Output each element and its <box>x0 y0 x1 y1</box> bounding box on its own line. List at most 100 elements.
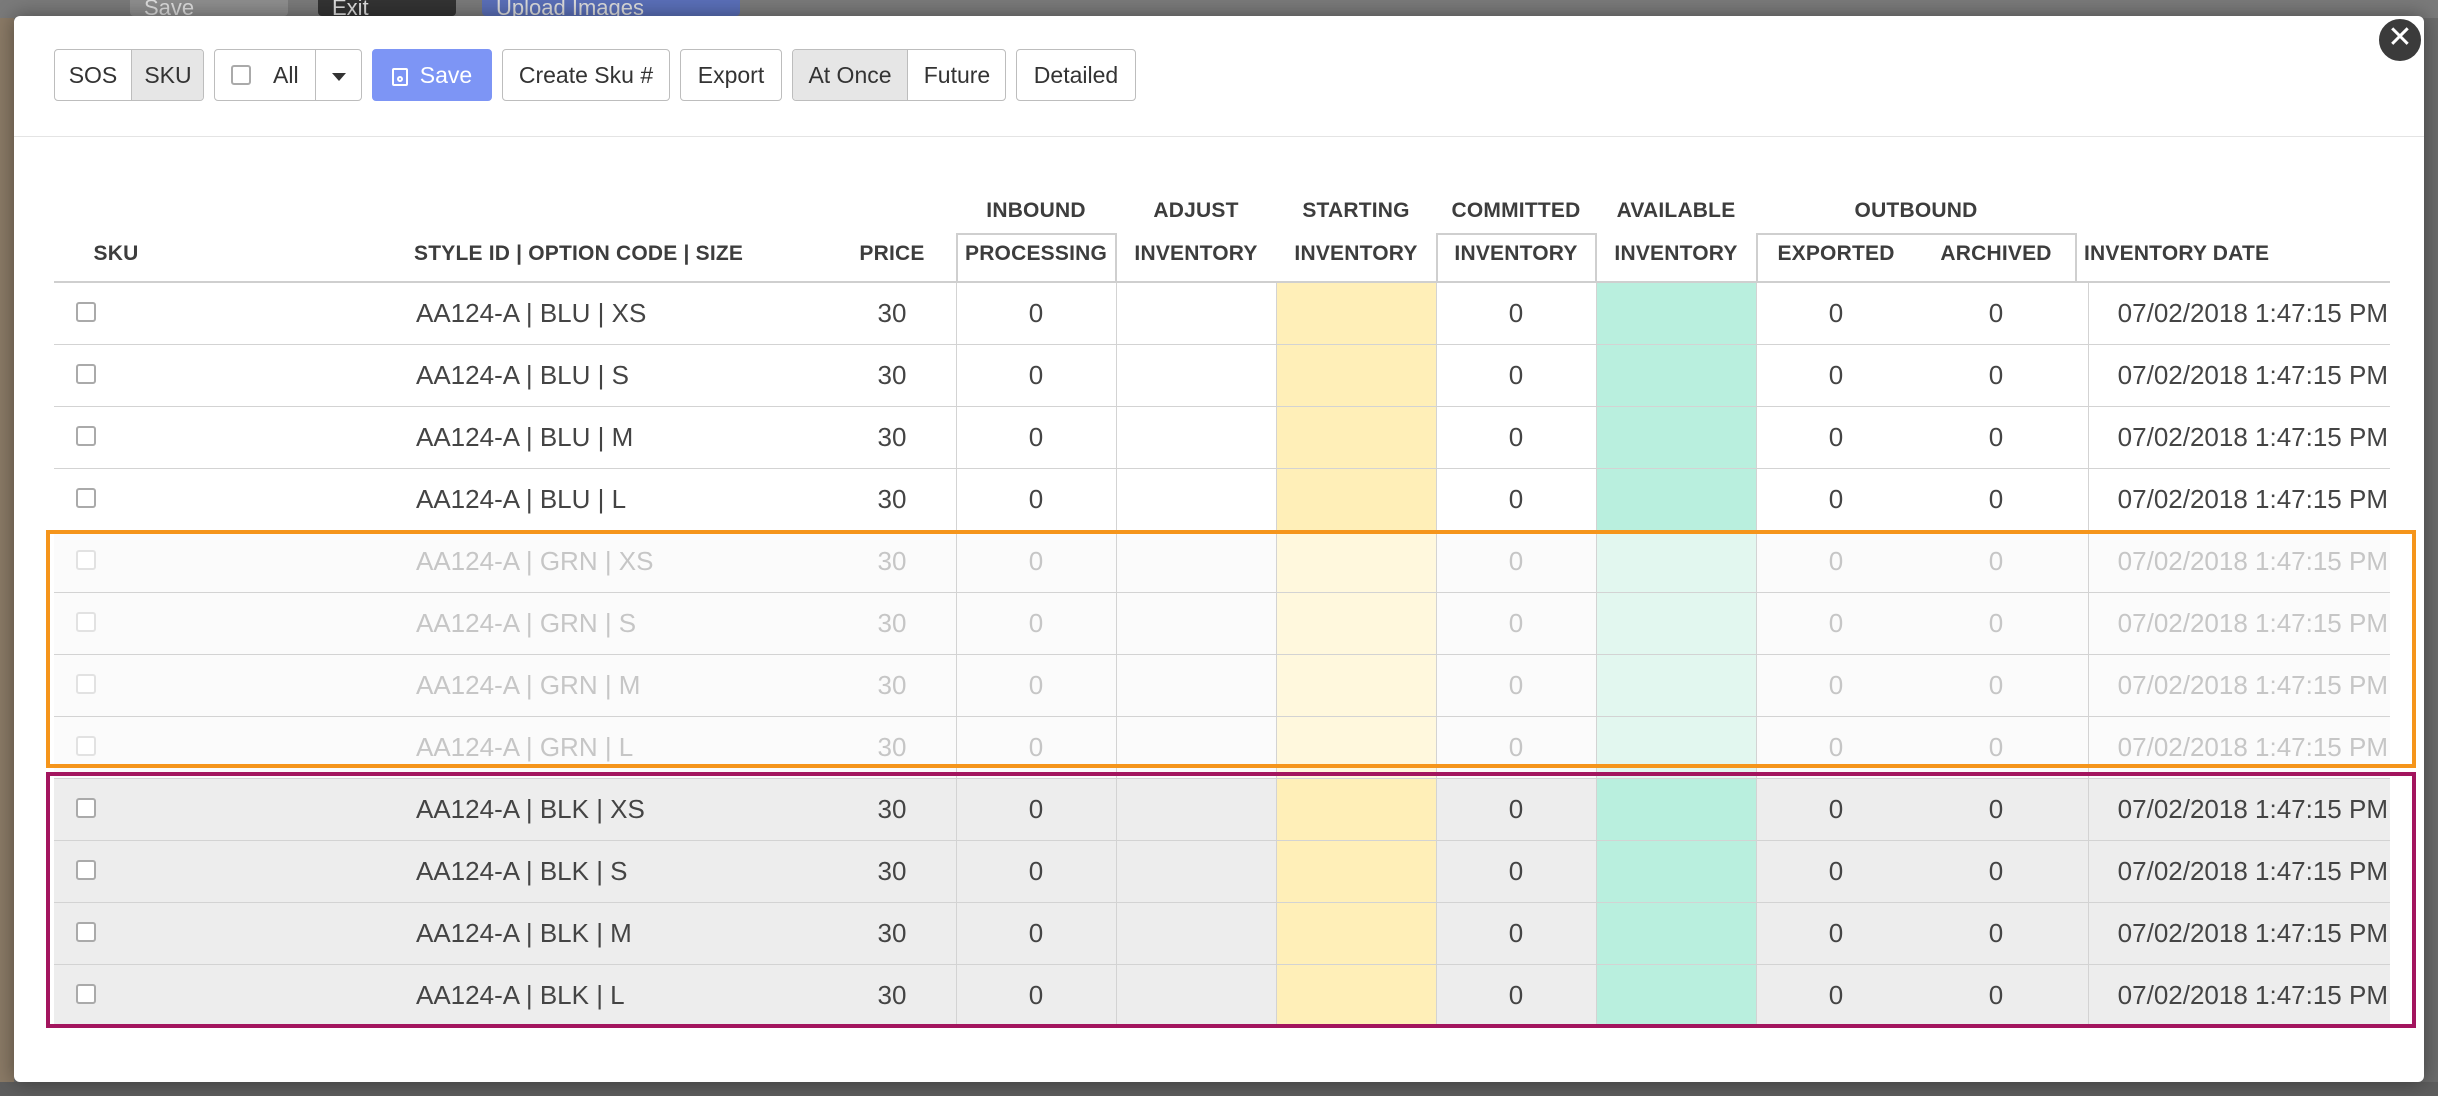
starting-inventory-cell[interactable] <box>1276 655 1436 716</box>
price-cell: 30 <box>877 360 907 390</box>
starting-inventory-cell[interactable] <box>1276 779 1436 840</box>
inventory-date-cell: 07/02/2018 1:47:15 PM <box>2117 856 2388 886</box>
table-row[interactable]: AA124-A | BLU | L 30 0 0 0 0 07/02/2018 1:47:1… <box>54 469 2390 531</box>
archived-cell: 0 <box>1988 670 2004 700</box>
table-row[interactable]: AA124-A | GRN | S 30 0 0 0 0 07/02/2018 1:47:1… <box>54 593 2390 655</box>
adjust-inventory-cell[interactable] <box>1116 841 1276 902</box>
adjust-inventory-cell[interactable] <box>1116 531 1276 592</box>
adjust-inventory-cell[interactable] <box>1116 469 1276 530</box>
table-row[interactable]: AA124-A | GRN | L 30 0 0 0 0 07/02/2018 1:47:1… <box>54 717 2390 779</box>
table-header: SKU STYLE ID | OPTION CODE | SIZE PRICE … <box>54 171 2390 283</box>
row-checkbox[interactable] <box>76 364 96 384</box>
processing-cell: 0 <box>1028 670 1044 700</box>
row-checkbox[interactable] <box>76 736 96 756</box>
processing-cell: 0 <box>1028 484 1044 514</box>
available-inventory-cell <box>1596 841 1756 902</box>
future-toggle-button[interactable]: Future <box>923 62 991 88</box>
detailed-button[interactable]: Detailed <box>1016 49 1136 101</box>
starting-inventory-cell[interactable] <box>1276 283 1436 344</box>
inventory-date-cell: 07/02/2018 1:47:15 PM <box>2117 360 2388 390</box>
starting-inventory-cell[interactable] <box>1276 593 1436 654</box>
row-checkbox[interactable] <box>76 984 96 1004</box>
adjust-inventory-cell[interactable] <box>1116 655 1276 716</box>
select-all-checkbox-area[interactable]: All <box>215 50 315 100</box>
table-row[interactable]: AA124-A | GRN | M 30 0 0 0 0 07/02/2018 1:47:1… <box>54 655 2390 717</box>
row-checkbox[interactable] <box>76 674 96 694</box>
table-row[interactable]: AA124-A | GRN | XS 30 0 0 0 0 07/02/2018 1:47:… <box>54 531 2390 593</box>
at-once-toggle-button[interactable]: At Once <box>793 50 907 100</box>
header-inbound-group: INBOUND <box>986 199 1086 222</box>
starting-inventory-cell[interactable] <box>1276 841 1436 902</box>
archived-cell: 0 <box>1988 608 2004 638</box>
starting-inventory-cell[interactable] <box>1276 469 1436 530</box>
sos-toggle-button[interactable]: SOS <box>68 62 118 88</box>
inventory-date-cell: 07/02/2018 1:47:15 PM <box>2117 670 2388 700</box>
adjust-inventory-cell[interactable] <box>1116 717 1276 778</box>
price-cell: 30 <box>877 546 907 576</box>
row-checkbox[interactable] <box>76 798 96 818</box>
price-cell: 30 <box>877 484 907 514</box>
starting-inventory-cell[interactable] <box>1276 531 1436 592</box>
sku-toggle-button[interactable]: SKU <box>132 50 203 100</box>
committed-cell: 0 <box>1508 856 1524 886</box>
create-sku-button[interactable]: Create Sku # <box>502 49 670 101</box>
row-checkbox[interactable] <box>76 860 96 880</box>
header-inventory-date: INVENTORY DATE <box>2084 242 2270 265</box>
select-all-caret-button[interactable] <box>316 50 361 100</box>
adjust-inventory-cell[interactable] <box>1116 593 1276 654</box>
processing-cell: 0 <box>1028 608 1044 638</box>
starting-inventory-cell[interactable] <box>1276 345 1436 406</box>
inventory-date-cell: 07/02/2018 1:47:15 PM <box>2117 794 2388 824</box>
row-checkbox[interactable] <box>76 488 96 508</box>
row-checkbox[interactable] <box>76 302 96 322</box>
table-row[interactable]: AA124-A | BLK | S 30 0 0 0 0 07/02/2018 1:47:1… <box>54 841 2390 903</box>
adjust-inventory-cell[interactable] <box>1116 965 1276 1026</box>
save-button[interactable]: Save <box>372 49 492 101</box>
adjust-inventory-cell[interactable] <box>1116 407 1276 468</box>
starting-inventory-cell[interactable] <box>1276 965 1436 1026</box>
row-checkbox[interactable] <box>76 922 96 942</box>
processing-cell: 0 <box>1028 732 1044 762</box>
processing-cell: 0 <box>1028 422 1044 452</box>
close-icon[interactable]: ✕ <box>2376 16 2424 64</box>
committed-cell: 0 <box>1508 360 1524 390</box>
table-row[interactable]: AA124-A | BLU | XS 30 0 0 0 0 07/02/2018 1:47:… <box>54 283 2390 345</box>
export-button[interactable]: Export <box>680 49 782 101</box>
available-inventory-cell <box>1596 531 1756 592</box>
adjust-inventory-cell[interactable] <box>1116 345 1276 406</box>
starting-inventory-cell[interactable] <box>1276 903 1436 964</box>
exported-cell: 0 <box>1828 360 1844 390</box>
row-checkbox[interactable] <box>76 426 96 446</box>
exported-cell: 0 <box>1828 670 1844 700</box>
row-checkbox[interactable] <box>76 612 96 632</box>
starting-inventory-cell[interactable] <box>1276 717 1436 778</box>
adjust-inventory-cell[interactable] <box>1116 779 1276 840</box>
available-inventory-cell <box>1596 469 1756 530</box>
available-inventory-cell <box>1596 655 1756 716</box>
committed-cell: 0 <box>1508 484 1524 514</box>
table-row[interactable]: AA124-A | BLK | XS 30 0 0 0 0 07/02/2018 1:47:… <box>54 779 2390 841</box>
table-row[interactable]: AA124-A | BLK | L 30 0 0 0 0 07/02/2018 1:47:1… <box>54 965 2390 1027</box>
header-available-1: AVAILABLE <box>1616 199 1736 222</box>
processing-cell: 0 <box>1028 360 1044 390</box>
archived-cell: 0 <box>1988 980 2004 1010</box>
committed-cell: 0 <box>1508 670 1524 700</box>
table-row[interactable]: AA124-A | BLU | S 30 0 0 0 0 07/02/2018 1:47:1… <box>54 345 2390 407</box>
exported-cell: 0 <box>1828 484 1844 514</box>
committed-cell: 0 <box>1508 546 1524 576</box>
select-all-checkbox[interactable] <box>231 65 251 85</box>
inventory-date-cell: 07/02/2018 1:47:15 PM <box>2117 732 2388 762</box>
row-checkbox[interactable] <box>76 550 96 570</box>
style-option-size-cell: AA124-A | BLK | M <box>416 918 632 948</box>
adjust-inventory-cell[interactable] <box>1116 283 1276 344</box>
archived-cell: 0 <box>1988 422 2004 452</box>
archived-cell: 0 <box>1988 298 2004 328</box>
archived-cell: 0 <box>1988 484 2004 514</box>
style-option-size-cell: AA124-A | BLK | XS <box>416 794 645 824</box>
table-row[interactable]: AA124-A | BLK | M 30 0 0 0 0 07/02/2018 1:47:1… <box>54 903 2390 965</box>
available-inventory-cell <box>1596 345 1756 406</box>
adjust-inventory-cell[interactable] <box>1116 903 1276 964</box>
starting-inventory-cell[interactable] <box>1276 407 1436 468</box>
table-row[interactable]: AA124-A | BLU | M 30 0 0 0 0 07/02/2018 1:47:1… <box>54 407 2390 469</box>
inventory-date-cell: 07/02/2018 1:47:15 PM <box>2117 918 2388 948</box>
